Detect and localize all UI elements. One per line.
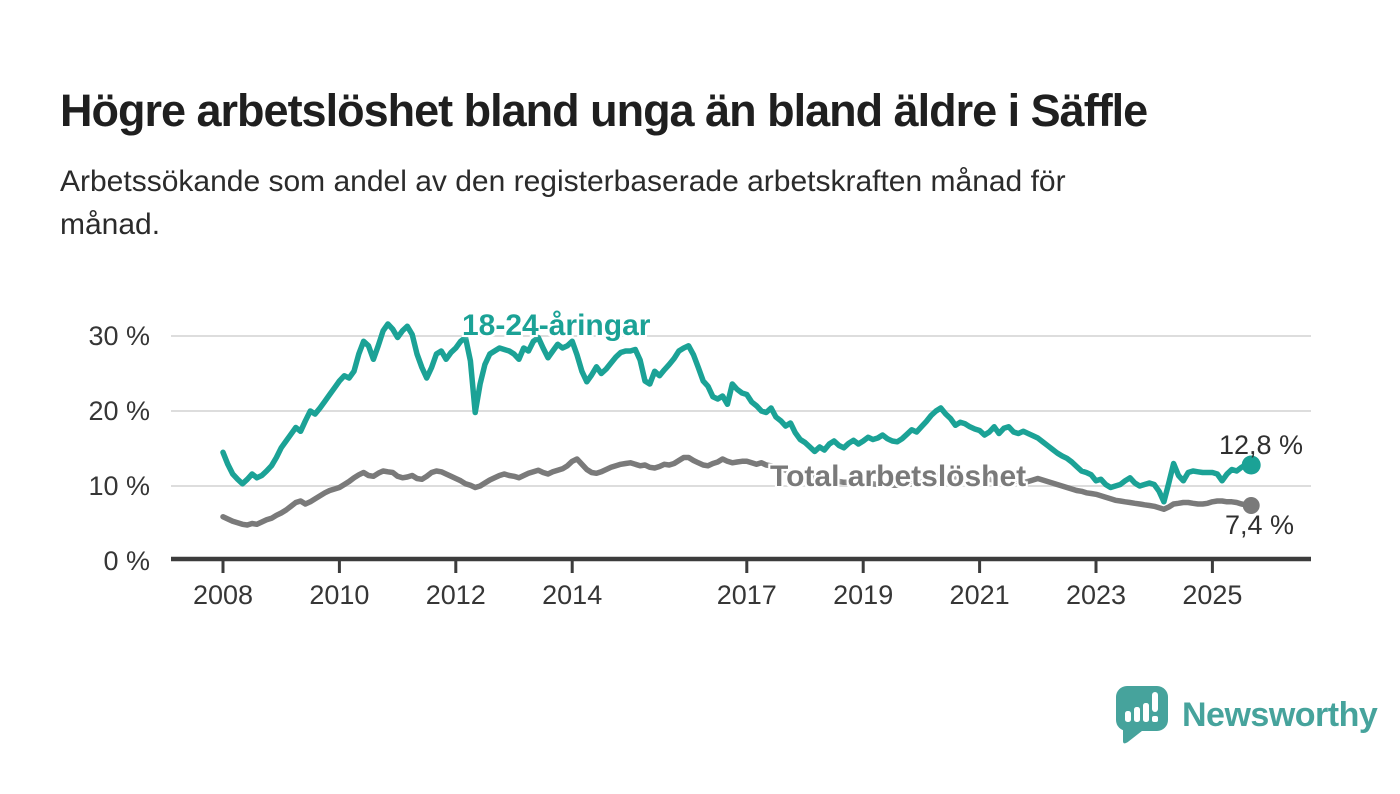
- series-label-young: 18-24-åringar: [462, 309, 651, 342]
- x-tick-label-2012: 2012: [425, 580, 486, 610]
- y-tick-label-0: 0 %: [103, 546, 150, 576]
- end-value-total: 7,4 %: [1225, 510, 1295, 540]
- series-line-total: [220, 454, 1254, 528]
- x-tick-label-2010: 2010: [309, 580, 370, 610]
- newsworthy-logo: Newsworthy: [1113, 684, 1378, 746]
- x-tick-label-2021: 2021: [949, 580, 1010, 610]
- x-tick-label-2014: 2014: [542, 580, 603, 610]
- end-value-young: 12,8 %: [1219, 430, 1304, 460]
- y-tick-label-10: 10 %: [88, 471, 150, 501]
- series-label-total: Total arbetslöshet: [770, 460, 1027, 493]
- x-tick-label-2017: 2017: [716, 580, 777, 610]
- y-tick-label-30: 30 %: [88, 321, 150, 351]
- logo-bar-chart-glyph: [1125, 692, 1158, 722]
- y-tick-label-20: 20 %: [88, 396, 150, 426]
- x-tick-label-2025: 2025: [1182, 580, 1243, 610]
- series-line-young: [220, 321, 1254, 505]
- newsworthy-logo-text: Newsworthy: [1182, 696, 1378, 734]
- x-tick-label-2023: 2023: [1065, 580, 1127, 610]
- chart-subtitle-line1: Arbetssökande som andel av den registerb…: [60, 165, 1066, 198]
- end-dot-total: [1242, 497, 1260, 514]
- x-tick-label-2008: 2008: [192, 580, 254, 610]
- x-tick-label-2019: 2019: [833, 580, 894, 610]
- chart-subtitle-line2: månad.: [60, 208, 161, 241]
- chart-subtitle: Arbetssökande som andel av den registerb…: [60, 160, 1260, 246]
- newsworthy-bubble-icon: [1116, 686, 1168, 744]
- chart-title: Högre arbetslöshet bland unga än bland ä…: [60, 85, 1148, 137]
- end-dot-young: [1241, 455, 1261, 475]
